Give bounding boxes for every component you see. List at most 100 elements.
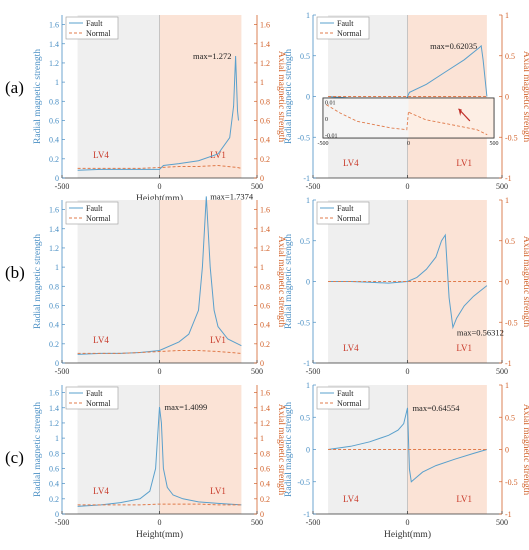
y-tick-label: 1.2 <box>49 59 59 68</box>
y2-tick-label: 0.6 <box>260 464 270 473</box>
y-tick-label: -1 <box>303 510 310 519</box>
region-label-lv4: LV4 <box>343 494 359 504</box>
x-tick-label: 0 <box>406 367 410 376</box>
fault-series-line <box>77 406 242 507</box>
fault-series-line <box>77 55 239 171</box>
y2-tick-label: 1.6 <box>260 21 270 30</box>
inset-x-tick-label: 0 <box>407 141 410 147</box>
inset-x-tick-label: 500 <box>490 141 499 147</box>
y2-tick-label: 1 <box>505 381 509 390</box>
legend-fault-label: Fault <box>86 19 103 28</box>
y-tick-label: 0.8 <box>49 97 59 106</box>
y2-tick-label: 1.2 <box>260 59 270 68</box>
legend-fault-label: Fault <box>337 19 354 28</box>
x-tick-label: -500 <box>55 367 70 376</box>
region-lv4-shade <box>77 200 160 363</box>
y2-tick-label: 1.6 <box>260 389 270 398</box>
y2-tick-label: 1.6 <box>260 206 270 215</box>
y2-tick-label: 1.4 <box>260 40 270 49</box>
y-tick-label: 0.5 <box>300 52 310 61</box>
x-tick-label: -500 <box>55 182 70 191</box>
y-tick-label: 1.4 <box>49 404 59 413</box>
x-tick-label: 500 <box>496 182 508 191</box>
y2-tick-label: 0.2 <box>260 155 270 164</box>
legend-normal-label: Normal <box>86 214 111 223</box>
region-lv1-shade <box>159 15 242 178</box>
y2-tick-label: 1.4 <box>260 404 270 413</box>
y-tick-label: 1.2 <box>49 244 59 253</box>
y-axis-label: Radial magnetic strength <box>284 402 294 497</box>
y-tick-label: 1 <box>306 196 310 205</box>
region-label-lv1: LV1 <box>456 158 472 168</box>
y2-tick-label: 0.8 <box>260 282 270 291</box>
y-axis-label: Radial magnetic strength <box>33 234 43 329</box>
region-label-lv4: LV4 <box>93 335 109 345</box>
row-label-c: (c) <box>5 448 24 467</box>
legend-fault-label: Fault <box>337 204 354 213</box>
chart-panel-c-left: -500 0 50000.20.40.60.811.21.41.600.20.40.… <box>33 385 286 540</box>
max-annotation: max=1.7374 <box>210 191 254 201</box>
y2-tick-label: 1 <box>505 11 509 20</box>
y-tick-label: -1 <box>303 174 310 183</box>
y2-tick-label: -0.5 <box>505 133 518 142</box>
y-axis-label: Radial magnetic strength <box>284 234 294 329</box>
inset-border <box>322 97 495 139</box>
y-tick-label: 1 <box>306 11 310 20</box>
x-tick-label: 500 <box>251 367 263 376</box>
y-tick-label: 0 <box>55 510 59 519</box>
inset-shade-right <box>408 98 494 138</box>
normal-series-line <box>77 164 242 169</box>
legend-fault-label: Fault <box>337 389 354 398</box>
region-label-lv1: LV1 <box>456 494 472 504</box>
y-tick-label: -0.5 <box>297 478 310 487</box>
y2-tick-label: 0 <box>260 510 264 519</box>
y-tick-label: 0 <box>55 174 59 183</box>
y-axis-label: Radial magnetic strength <box>33 49 43 144</box>
region-lv1-shade <box>159 385 242 514</box>
y-tick-label: 0.5 <box>300 237 310 246</box>
y-tick-label: 0.4 <box>49 136 59 145</box>
y-tick-label: 0.4 <box>49 480 59 489</box>
x-axis-label: Height(mm) <box>384 529 431 540</box>
region-label-lv4: LV4 <box>343 158 359 168</box>
y-axis-label: Radial magnetic strength <box>33 402 43 497</box>
normal-series-line <box>77 350 242 354</box>
inset-y-tick-label: 0.01 <box>325 100 336 106</box>
y2-axis-label: Axial magnetic strength <box>521 236 529 328</box>
y2-tick-label: 1.2 <box>260 244 270 253</box>
y2-axis-label: Axial magnetic strength <box>276 236 286 328</box>
row-label-b: (b) <box>5 263 25 282</box>
y2-tick-label: 0.5 <box>505 237 515 246</box>
legend-normal-label: Normal <box>86 29 111 38</box>
max-annotation: max=0.62035 <box>430 41 477 51</box>
y-tick-label: 0.6 <box>49 116 59 125</box>
y2-tick-label: 0.8 <box>260 449 270 458</box>
region-label-lv4: LV4 <box>343 343 359 353</box>
max-annotation: max=1.272 <box>193 51 232 61</box>
x-tick-label: 0 <box>158 182 162 191</box>
y2-tick-label: 0.4 <box>260 321 270 330</box>
max-annotation: max=0.56312 <box>457 327 504 337</box>
y2-tick-label: -0.5 <box>505 318 518 327</box>
max-annotation: max=1.4099 <box>164 402 207 412</box>
x-tick-label: 500 <box>251 518 263 527</box>
legend-fault-label: Fault <box>86 204 103 213</box>
y-tick-label: 1.6 <box>49 206 59 215</box>
y2-tick-label: 0.4 <box>260 136 270 145</box>
y-tick-label: 1 <box>55 434 59 443</box>
fault-series-line <box>328 233 488 330</box>
max-annotation: max=0.64554 <box>412 403 460 413</box>
y2-tick-label: 0.5 <box>505 52 515 61</box>
legend-normal-label: Normal <box>337 399 362 408</box>
y-tick-label: 0 <box>306 446 310 455</box>
y-tick-label: 0.2 <box>49 340 59 349</box>
x-axis-label: Height(mm) <box>136 529 183 540</box>
y2-tick-label: 0 <box>505 93 509 102</box>
y2-tick-label: 1.2 <box>260 419 270 428</box>
y2-tick-label: -1 <box>505 174 512 183</box>
y2-tick-label: 0.5 <box>505 413 515 422</box>
y2-tick-label: -0.5 <box>505 478 518 487</box>
y2-tick-label: 0.6 <box>260 301 270 310</box>
chart-panel-a-left: -500 0 50000.20.40.60.811.21.41.600.20.40.… <box>33 15 286 204</box>
